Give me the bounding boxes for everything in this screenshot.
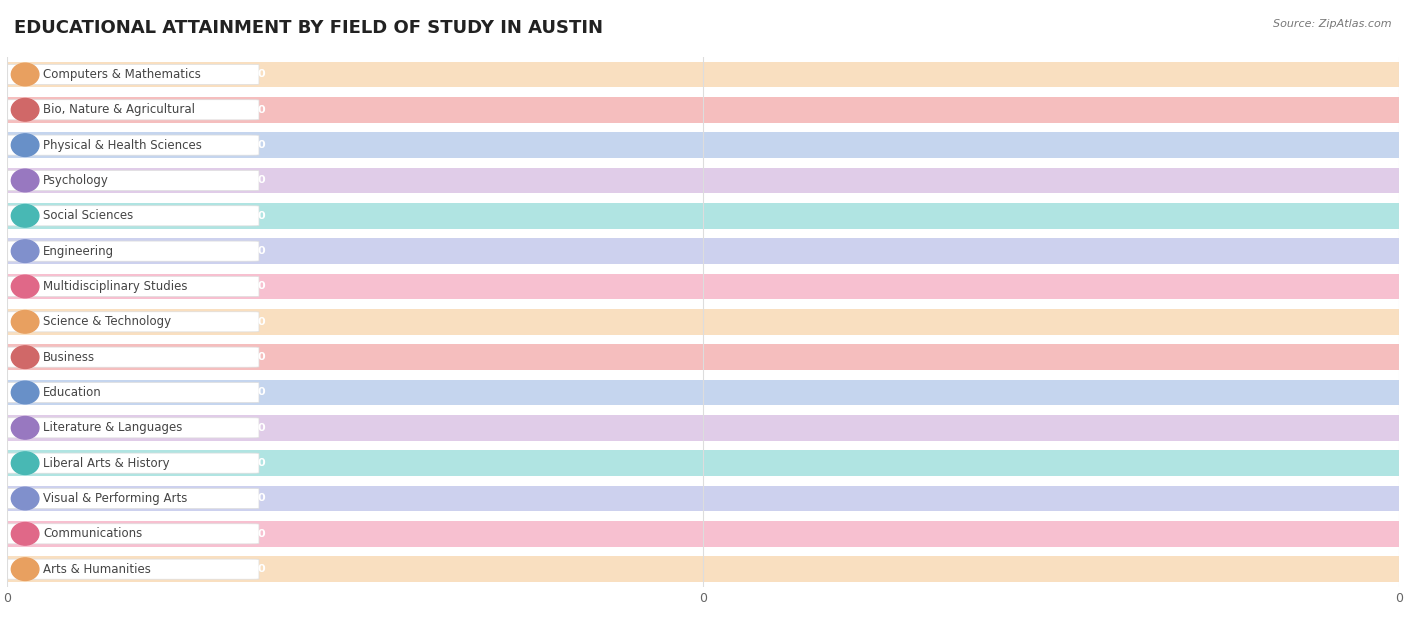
- Text: 0: 0: [257, 458, 266, 468]
- Text: Communications: Communications: [44, 528, 142, 540]
- Text: 0: 0: [257, 140, 266, 150]
- Ellipse shape: [11, 63, 39, 86]
- FancyBboxPatch shape: [4, 276, 259, 297]
- FancyBboxPatch shape: [4, 488, 259, 509]
- Ellipse shape: [11, 558, 39, 581]
- FancyBboxPatch shape: [7, 451, 1399, 476]
- FancyBboxPatch shape: [7, 415, 1399, 440]
- Text: Computers & Mathematics: Computers & Mathematics: [44, 68, 201, 81]
- Ellipse shape: [11, 98, 39, 121]
- Ellipse shape: [11, 275, 39, 298]
- FancyBboxPatch shape: [7, 97, 1399, 122]
- Text: Social Sciences: Social Sciences: [44, 209, 134, 222]
- Ellipse shape: [11, 134, 39, 156]
- Text: Literature & Languages: Literature & Languages: [44, 422, 183, 434]
- Text: 0: 0: [257, 564, 266, 574]
- FancyBboxPatch shape: [7, 274, 1399, 299]
- FancyBboxPatch shape: [4, 382, 259, 403]
- Ellipse shape: [11, 452, 39, 475]
- FancyBboxPatch shape: [4, 64, 259, 85]
- FancyBboxPatch shape: [7, 380, 1399, 405]
- FancyBboxPatch shape: [7, 133, 1399, 158]
- Text: Engineering: Engineering: [44, 245, 114, 257]
- Text: 0: 0: [257, 211, 266, 221]
- Text: 0: 0: [257, 352, 266, 362]
- Text: Visual & Performing Arts: Visual & Performing Arts: [44, 492, 187, 505]
- FancyBboxPatch shape: [4, 100, 259, 120]
- Text: 0: 0: [257, 317, 266, 327]
- Ellipse shape: [11, 416, 39, 439]
- Ellipse shape: [11, 204, 39, 227]
- Text: Liberal Arts & History: Liberal Arts & History: [44, 457, 170, 469]
- Text: 0: 0: [257, 246, 266, 256]
- Text: 0: 0: [257, 105, 266, 115]
- Text: 0: 0: [257, 175, 266, 186]
- FancyBboxPatch shape: [4, 206, 259, 226]
- Ellipse shape: [11, 169, 39, 192]
- FancyBboxPatch shape: [7, 521, 1399, 546]
- Text: 0: 0: [257, 69, 266, 80]
- FancyBboxPatch shape: [4, 524, 259, 544]
- Text: Science & Technology: Science & Technology: [44, 316, 172, 328]
- Text: Arts & Humanities: Arts & Humanities: [44, 563, 150, 575]
- FancyBboxPatch shape: [4, 135, 259, 155]
- Text: 0: 0: [257, 529, 266, 539]
- Text: EDUCATIONAL ATTAINMENT BY FIELD OF STUDY IN AUSTIN: EDUCATIONAL ATTAINMENT BY FIELD OF STUDY…: [14, 19, 603, 37]
- FancyBboxPatch shape: [4, 312, 259, 332]
- FancyBboxPatch shape: [7, 309, 1399, 334]
- Text: 0: 0: [257, 423, 266, 433]
- Text: Business: Business: [44, 351, 96, 363]
- Ellipse shape: [11, 240, 39, 262]
- Text: 0: 0: [257, 281, 266, 292]
- Text: Source: ZipAtlas.com: Source: ZipAtlas.com: [1274, 19, 1392, 29]
- Ellipse shape: [11, 310, 39, 333]
- Ellipse shape: [11, 487, 39, 510]
- Text: Education: Education: [44, 386, 103, 399]
- FancyBboxPatch shape: [7, 345, 1399, 370]
- FancyBboxPatch shape: [4, 453, 259, 473]
- Text: Bio, Nature & Agricultural: Bio, Nature & Agricultural: [44, 103, 195, 116]
- FancyBboxPatch shape: [4, 170, 259, 191]
- FancyBboxPatch shape: [7, 486, 1399, 511]
- Text: 0: 0: [257, 387, 266, 398]
- Ellipse shape: [11, 346, 39, 369]
- FancyBboxPatch shape: [7, 168, 1399, 193]
- Text: Psychology: Psychology: [44, 174, 110, 187]
- FancyBboxPatch shape: [7, 62, 1399, 87]
- Text: 0: 0: [257, 493, 266, 504]
- FancyBboxPatch shape: [7, 557, 1399, 582]
- Text: Physical & Health Sciences: Physical & Health Sciences: [44, 139, 202, 151]
- FancyBboxPatch shape: [4, 559, 259, 579]
- FancyBboxPatch shape: [7, 203, 1399, 228]
- Ellipse shape: [11, 381, 39, 404]
- FancyBboxPatch shape: [4, 418, 259, 438]
- Text: Multidisciplinary Studies: Multidisciplinary Studies: [44, 280, 188, 293]
- FancyBboxPatch shape: [4, 241, 259, 261]
- FancyBboxPatch shape: [4, 347, 259, 367]
- Ellipse shape: [11, 522, 39, 545]
- FancyBboxPatch shape: [7, 239, 1399, 264]
